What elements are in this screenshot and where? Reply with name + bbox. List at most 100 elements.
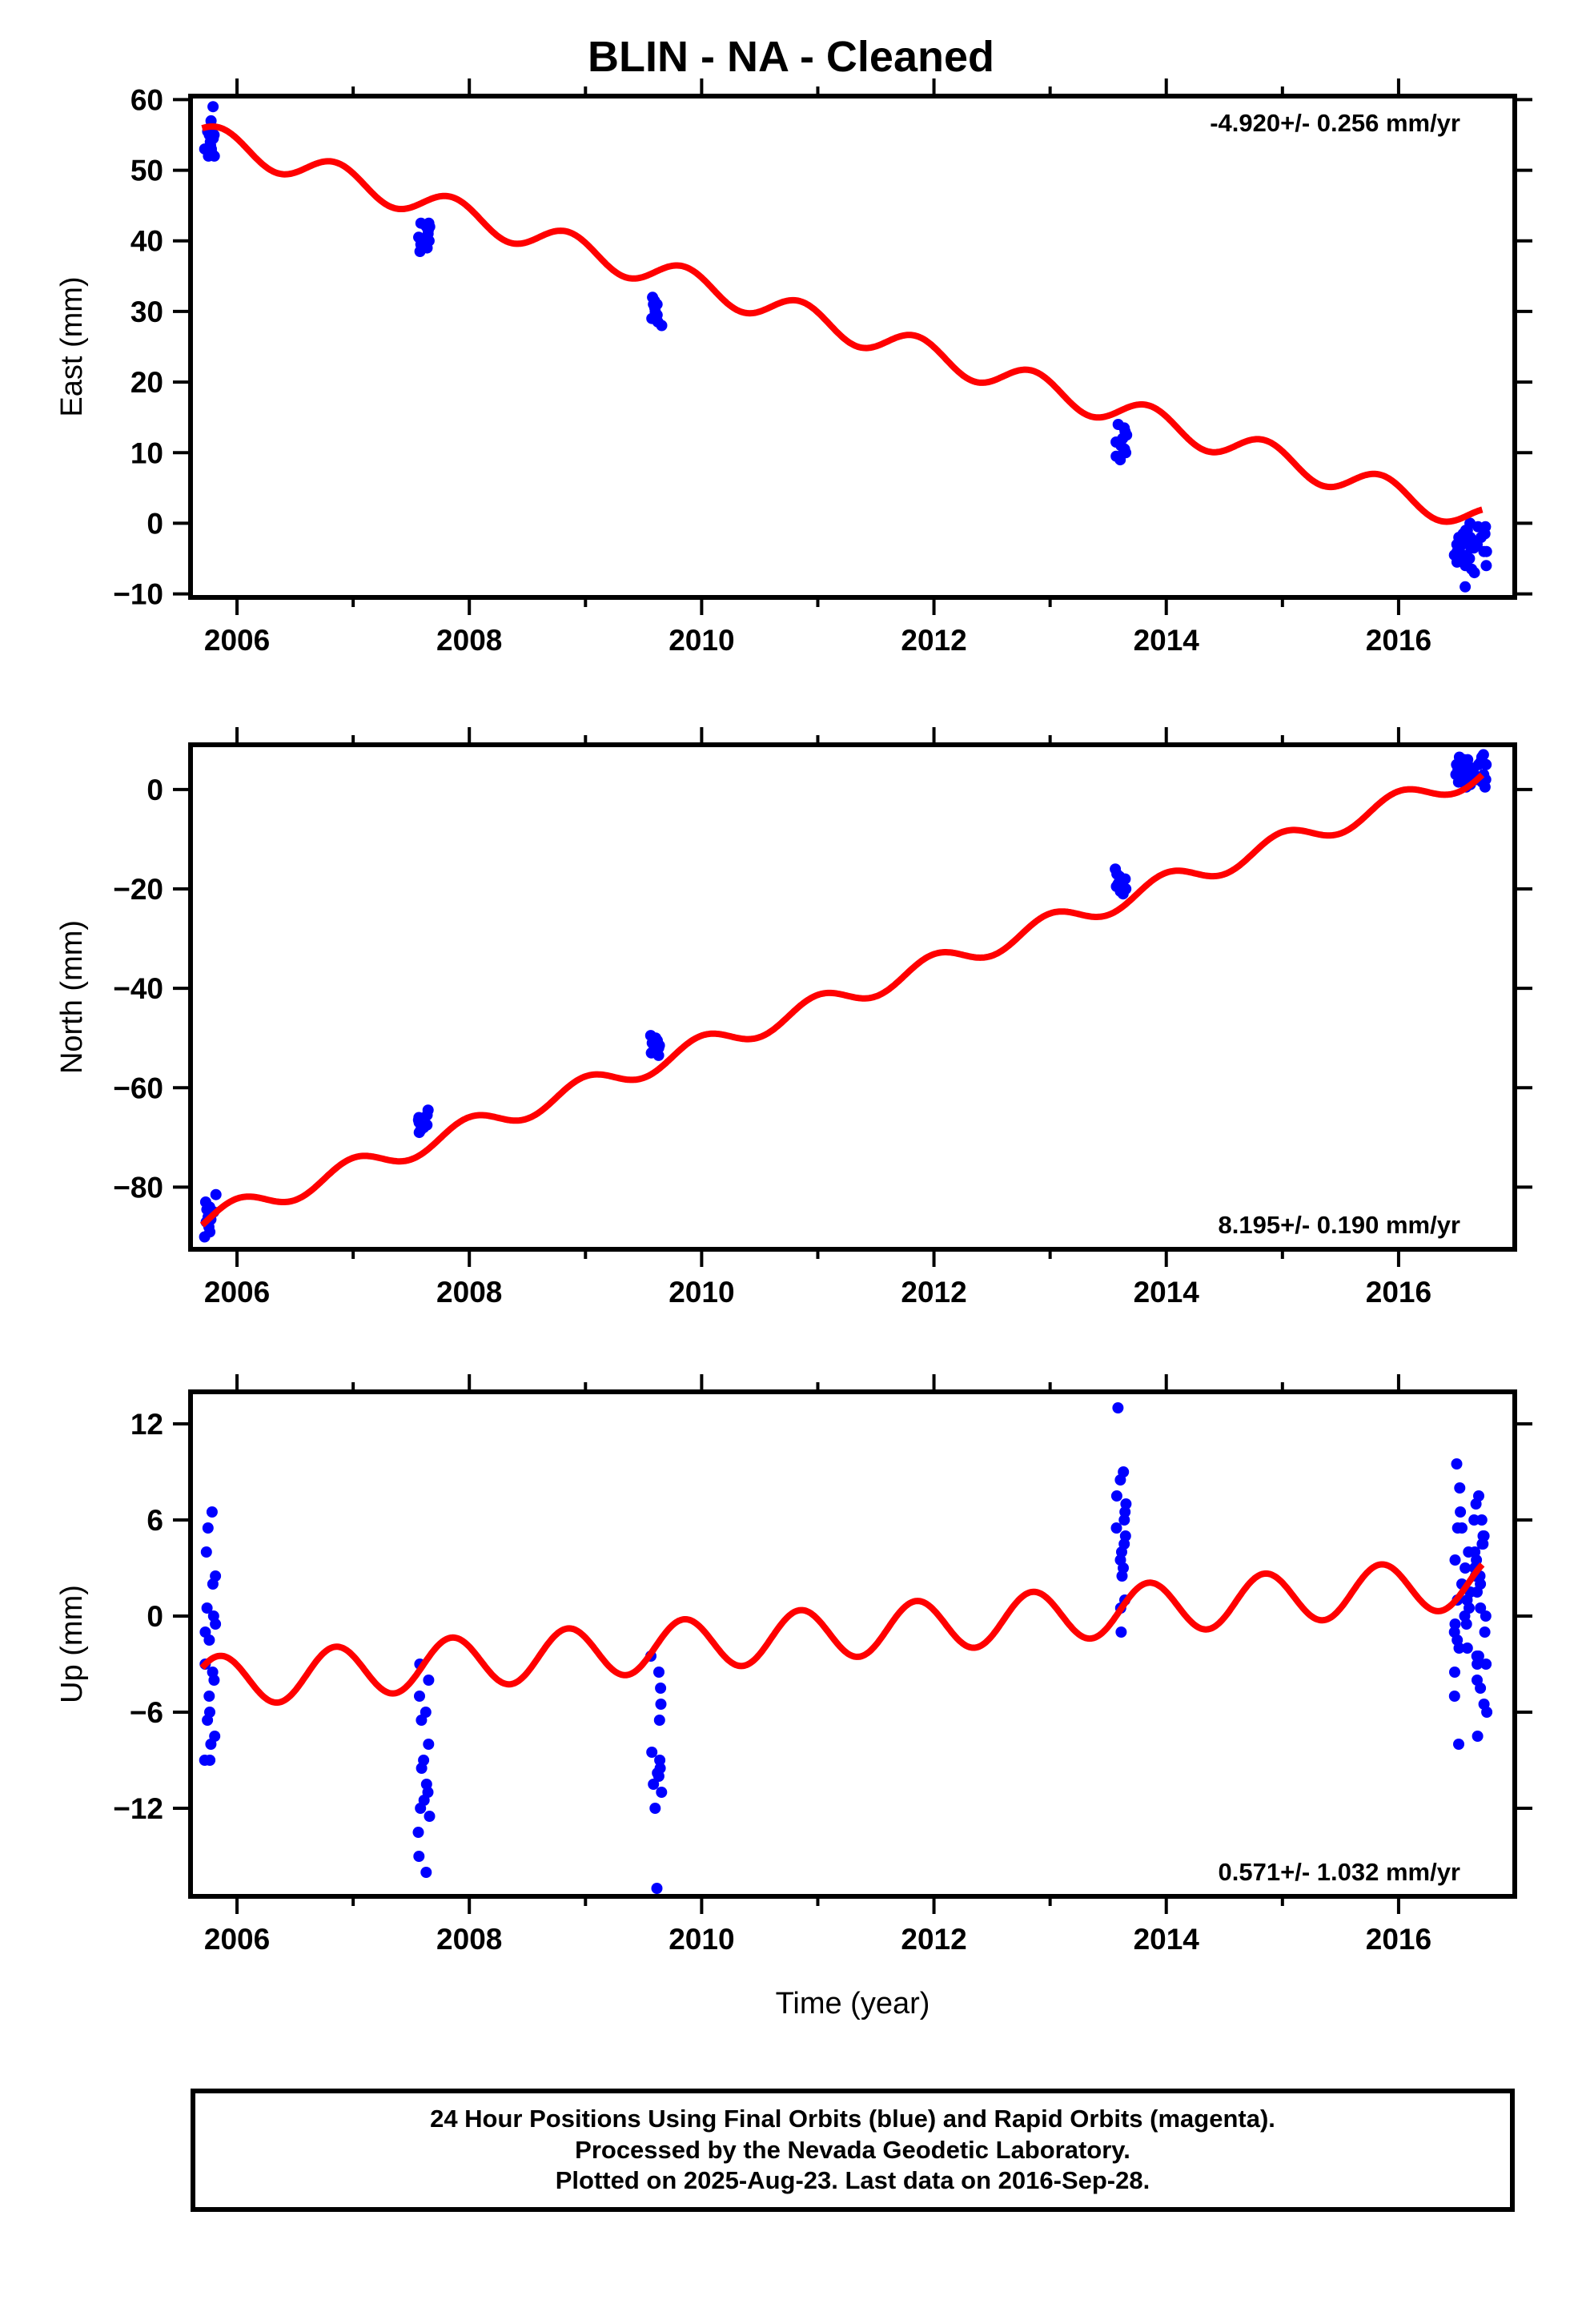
data-point bbox=[1479, 1626, 1491, 1638]
footer-box: 24 Hour Positions Using Final Orbits (bl… bbox=[191, 2089, 1515, 2212]
footer-line-3: Plotted on 2025-Aug-23. Last data on 201… bbox=[555, 2166, 1150, 2195]
x-tick-label: 2012 bbox=[901, 1923, 966, 1956]
y-tick-label: 20 bbox=[130, 366, 163, 399]
data-point bbox=[420, 1867, 432, 1878]
data-point bbox=[1464, 553, 1476, 565]
data-point bbox=[423, 1675, 435, 1686]
data-point bbox=[207, 1667, 219, 1678]
data-point bbox=[416, 1715, 428, 1726]
data-point bbox=[203, 1634, 215, 1646]
data-point bbox=[1121, 429, 1133, 441]
north-panel: 2006 2008 2010 2012 2014 2016 0 −20 −40 −60 −80 Nor… bbox=[55, 727, 1532, 1309]
data-point bbox=[1110, 1490, 1122, 1502]
data-point bbox=[1451, 1458, 1463, 1470]
data-point bbox=[1480, 545, 1492, 557]
data-point bbox=[1460, 581, 1472, 593]
data-point bbox=[656, 320, 668, 332]
data-point bbox=[1472, 521, 1484, 533]
data-point bbox=[202, 1715, 214, 1726]
data-point bbox=[1120, 447, 1132, 459]
data-point bbox=[653, 1715, 665, 1726]
data-point bbox=[1449, 1667, 1460, 1678]
data-point bbox=[201, 1204, 213, 1216]
data-point bbox=[203, 150, 215, 162]
y-tick-label: 60 bbox=[130, 83, 163, 116]
data-point bbox=[1468, 1514, 1480, 1526]
data-point bbox=[206, 1506, 218, 1518]
y-tick-label: −20 bbox=[113, 873, 163, 906]
data-point bbox=[423, 217, 435, 229]
data-point bbox=[412, 1827, 424, 1838]
data-point bbox=[413, 1127, 425, 1139]
data-point bbox=[1448, 1691, 1460, 1702]
data-point bbox=[651, 1883, 663, 1894]
y-axis-label: North (mm) bbox=[55, 920, 89, 1074]
y-tick-label: 40 bbox=[130, 225, 163, 258]
x-tick-label: 2014 bbox=[1134, 1276, 1200, 1309]
x-axis-label: Time (year) bbox=[776, 1987, 930, 2020]
x-tick-label: 2010 bbox=[669, 1923, 734, 1956]
data-point bbox=[1460, 774, 1472, 786]
data-point bbox=[654, 1755, 666, 1766]
x-tick-label: 2012 bbox=[901, 1276, 966, 1309]
data-point bbox=[1475, 1602, 1487, 1614]
x-tick-label: 2010 bbox=[669, 1276, 734, 1309]
data-point bbox=[1118, 1514, 1130, 1526]
data-point bbox=[1457, 764, 1469, 775]
x-tick-label: 2014 bbox=[1134, 624, 1200, 657]
data-point bbox=[655, 1683, 667, 1694]
data-point bbox=[414, 1691, 425, 1702]
chart-title: BLIN - NA - Cleaned bbox=[587, 33, 995, 81]
y-tick-label: 12 bbox=[130, 1408, 163, 1441]
y-tick-label: −12 bbox=[113, 1792, 163, 1825]
data-point bbox=[1480, 1610, 1492, 1622]
model-line bbox=[200, 123, 1484, 525]
data-point bbox=[413, 1112, 425, 1124]
data-point bbox=[207, 101, 219, 113]
y-tick-label: −80 bbox=[113, 1171, 163, 1204]
data-point bbox=[1466, 563, 1478, 575]
data-point bbox=[1460, 1562, 1472, 1574]
x-tick-label: 2008 bbox=[436, 1923, 502, 1956]
data-point bbox=[416, 1763, 428, 1774]
data-point bbox=[1453, 1642, 1465, 1654]
x-tick-label: 2006 bbox=[204, 1923, 270, 1956]
model-line bbox=[199, 1561, 1485, 1706]
data-point bbox=[1472, 1586, 1483, 1598]
data-point bbox=[1115, 1626, 1127, 1638]
y-tick-label: −10 bbox=[113, 578, 163, 611]
y-tick-label: 0 bbox=[147, 1600, 163, 1633]
data-point bbox=[1477, 1538, 1489, 1550]
data-point bbox=[413, 1851, 425, 1862]
data-point bbox=[1453, 1739, 1464, 1750]
data-point bbox=[202, 1522, 214, 1534]
y-tick-label: −40 bbox=[113, 972, 163, 1005]
data-point bbox=[210, 1618, 222, 1630]
y-axis-label: Up (mm) bbox=[55, 1585, 89, 1703]
data-point bbox=[1456, 1522, 1468, 1534]
data-point bbox=[1472, 1731, 1484, 1742]
data-point bbox=[1117, 888, 1129, 900]
x-tick-label: 2014 bbox=[1134, 1923, 1200, 1956]
data-point bbox=[414, 246, 426, 257]
y-tick-label: 6 bbox=[147, 1504, 163, 1537]
data-point bbox=[423, 1739, 435, 1750]
x-tick-label: 2008 bbox=[436, 1276, 502, 1309]
x-tick-label: 2012 bbox=[901, 624, 966, 657]
x-tick-label: 2016 bbox=[1366, 1276, 1431, 1309]
data-point bbox=[1473, 1490, 1484, 1502]
x-tick-label: 2016 bbox=[1366, 624, 1431, 657]
data-point bbox=[1452, 545, 1464, 557]
data-point bbox=[1481, 1707, 1493, 1718]
data-point bbox=[649, 1803, 661, 1814]
data-point bbox=[646, 1747, 658, 1758]
data-point bbox=[207, 1578, 219, 1590]
data-point bbox=[1471, 1651, 1483, 1662]
model-line bbox=[199, 772, 1485, 1228]
plot-frame bbox=[188, 1389, 1517, 1899]
data-point bbox=[648, 299, 660, 311]
plot-frame bbox=[188, 94, 1517, 600]
rate-label: -4.920+/- 0.256 mm/yr bbox=[1210, 109, 1460, 137]
data-point bbox=[203, 129, 215, 141]
data-point bbox=[1475, 1683, 1487, 1694]
